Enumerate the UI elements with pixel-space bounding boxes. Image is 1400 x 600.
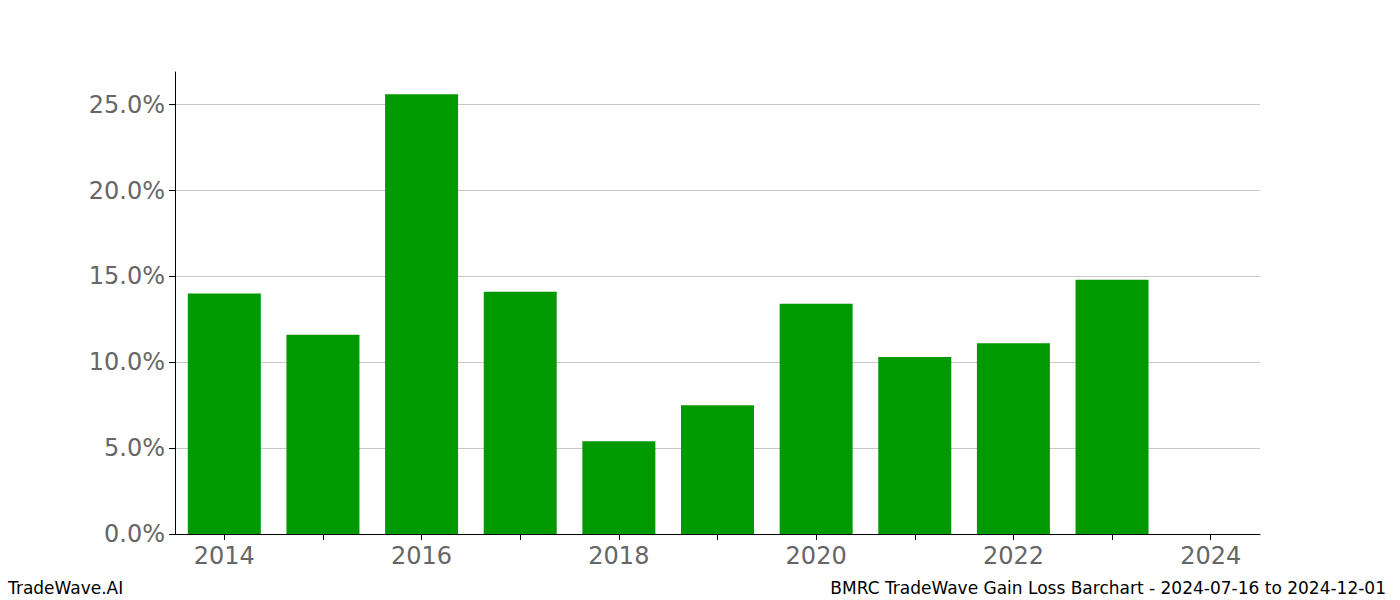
svg-text:2018: 2018 <box>588 542 649 570</box>
svg-text:2016: 2016 <box>391 542 452 570</box>
svg-text:TradeWave.AI: TradeWave.AI <box>7 578 123 598</box>
svg-text:5.0%: 5.0% <box>104 434 165 462</box>
svg-text:2022: 2022 <box>983 542 1044 570</box>
svg-text:2020: 2020 <box>786 542 847 570</box>
svg-text:10.0%: 10.0% <box>89 348 165 376</box>
svg-text:0.0%: 0.0% <box>104 520 165 548</box>
svg-text:20.0%: 20.0% <box>89 177 165 205</box>
svg-text:15.0%: 15.0% <box>89 262 165 290</box>
svg-text:25.0%: 25.0% <box>89 91 165 119</box>
svg-text:BMRC TradeWave Gain Loss Barch: BMRC TradeWave Gain Loss Barchart - 2024… <box>830 578 1386 598</box>
svg-text:2014: 2014 <box>194 542 255 570</box>
svg-text:2024: 2024 <box>1180 542 1241 570</box>
